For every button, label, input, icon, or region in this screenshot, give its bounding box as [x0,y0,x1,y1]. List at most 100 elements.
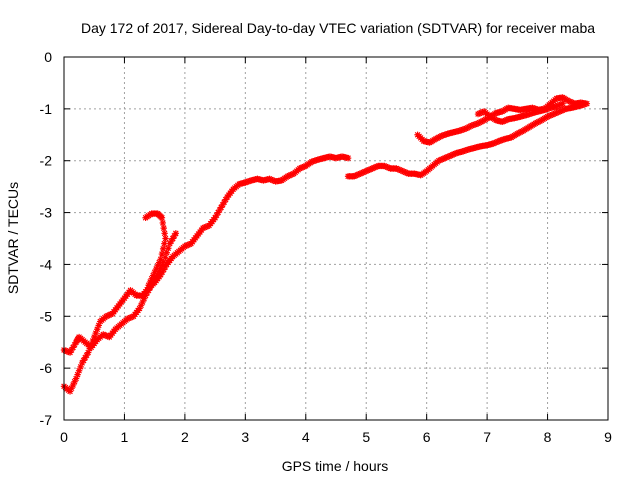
data-point [162,254,169,261]
data-point [213,211,220,219]
data-point [557,101,565,108]
data-point [107,311,115,318]
data-point [160,266,167,273]
data-point [156,268,163,275]
y-tick-label: -5 [40,308,53,324]
x-axis-label: GPS time / hours [282,458,389,474]
data-point [128,313,136,321]
data-point [166,240,173,247]
data-point [553,109,560,116]
data-point [476,110,483,117]
data-point [583,100,591,107]
data-point [214,209,222,216]
data-point [568,99,575,106]
data-point [103,313,110,320]
data-point [567,98,574,105]
data-point [159,261,166,269]
x-tick-label: 0 [60,429,68,445]
data-point [435,157,442,164]
data-point [489,140,497,147]
data-point [151,269,158,276]
data-point [554,108,562,116]
data-point [66,349,74,356]
data-point [544,113,551,120]
data-point [556,101,563,109]
x-tick-label: 2 [181,429,189,445]
data-point [160,224,167,232]
data-point [145,281,152,289]
data-point [158,214,166,221]
data-point [103,332,110,339]
data-point [160,258,167,266]
data-point [104,312,112,319]
data-point [72,375,80,382]
data-point [158,250,166,258]
x-tick-label: 5 [362,429,370,445]
data-point [186,241,193,248]
series-sdtvar [60,94,591,395]
data-point [447,152,455,159]
data-point [361,168,368,175]
data-point [91,333,98,341]
x-tick-label: 1 [121,429,129,445]
data-point [394,165,402,173]
data-point [491,139,498,147]
data-point [84,349,92,356]
data-point [217,204,225,211]
data-point [83,351,90,359]
data-point [81,354,89,361]
data-point [444,153,452,161]
data-point [69,381,77,389]
data-point [364,167,371,174]
data-point [68,385,75,392]
data-point [137,302,145,309]
data-point [162,235,169,242]
data-point [201,224,208,231]
data-point [350,173,358,180]
data-point [172,230,180,237]
data-point [402,169,409,176]
data-point [443,154,450,161]
data-point [77,363,84,371]
data-point [369,165,376,172]
data-point [95,322,102,329]
data-point [183,242,190,249]
data-point [452,150,459,157]
data-point [106,311,113,319]
data-point [372,163,379,171]
data-point [551,110,559,117]
data-point [62,347,69,354]
data-point [556,108,563,115]
data-point [159,245,167,253]
data-point [216,206,223,214]
data-point [384,163,391,171]
data-point [80,357,87,364]
data-point [219,201,226,208]
data-point [474,110,482,118]
data-point [438,156,445,163]
data-point [69,344,77,351]
data-point [63,348,71,355]
data-point [554,102,562,109]
data-point [296,165,303,172]
data-point [104,333,112,340]
data-point [370,164,377,172]
data-point [352,172,359,179]
x-tick-label: 6 [423,429,431,445]
data-point [382,163,390,170]
data-point [441,154,448,162]
data-point [477,109,485,116]
data-point [71,341,78,349]
data-point [553,103,560,110]
data-point [269,176,276,184]
data-point [89,337,96,345]
data-point [565,97,572,105]
y-tick-label: 0 [44,49,52,65]
data-point [168,237,175,245]
data-point [403,169,411,177]
data-point [125,315,133,322]
data-point [204,222,211,230]
data-point [353,171,361,179]
data-point [152,265,160,273]
